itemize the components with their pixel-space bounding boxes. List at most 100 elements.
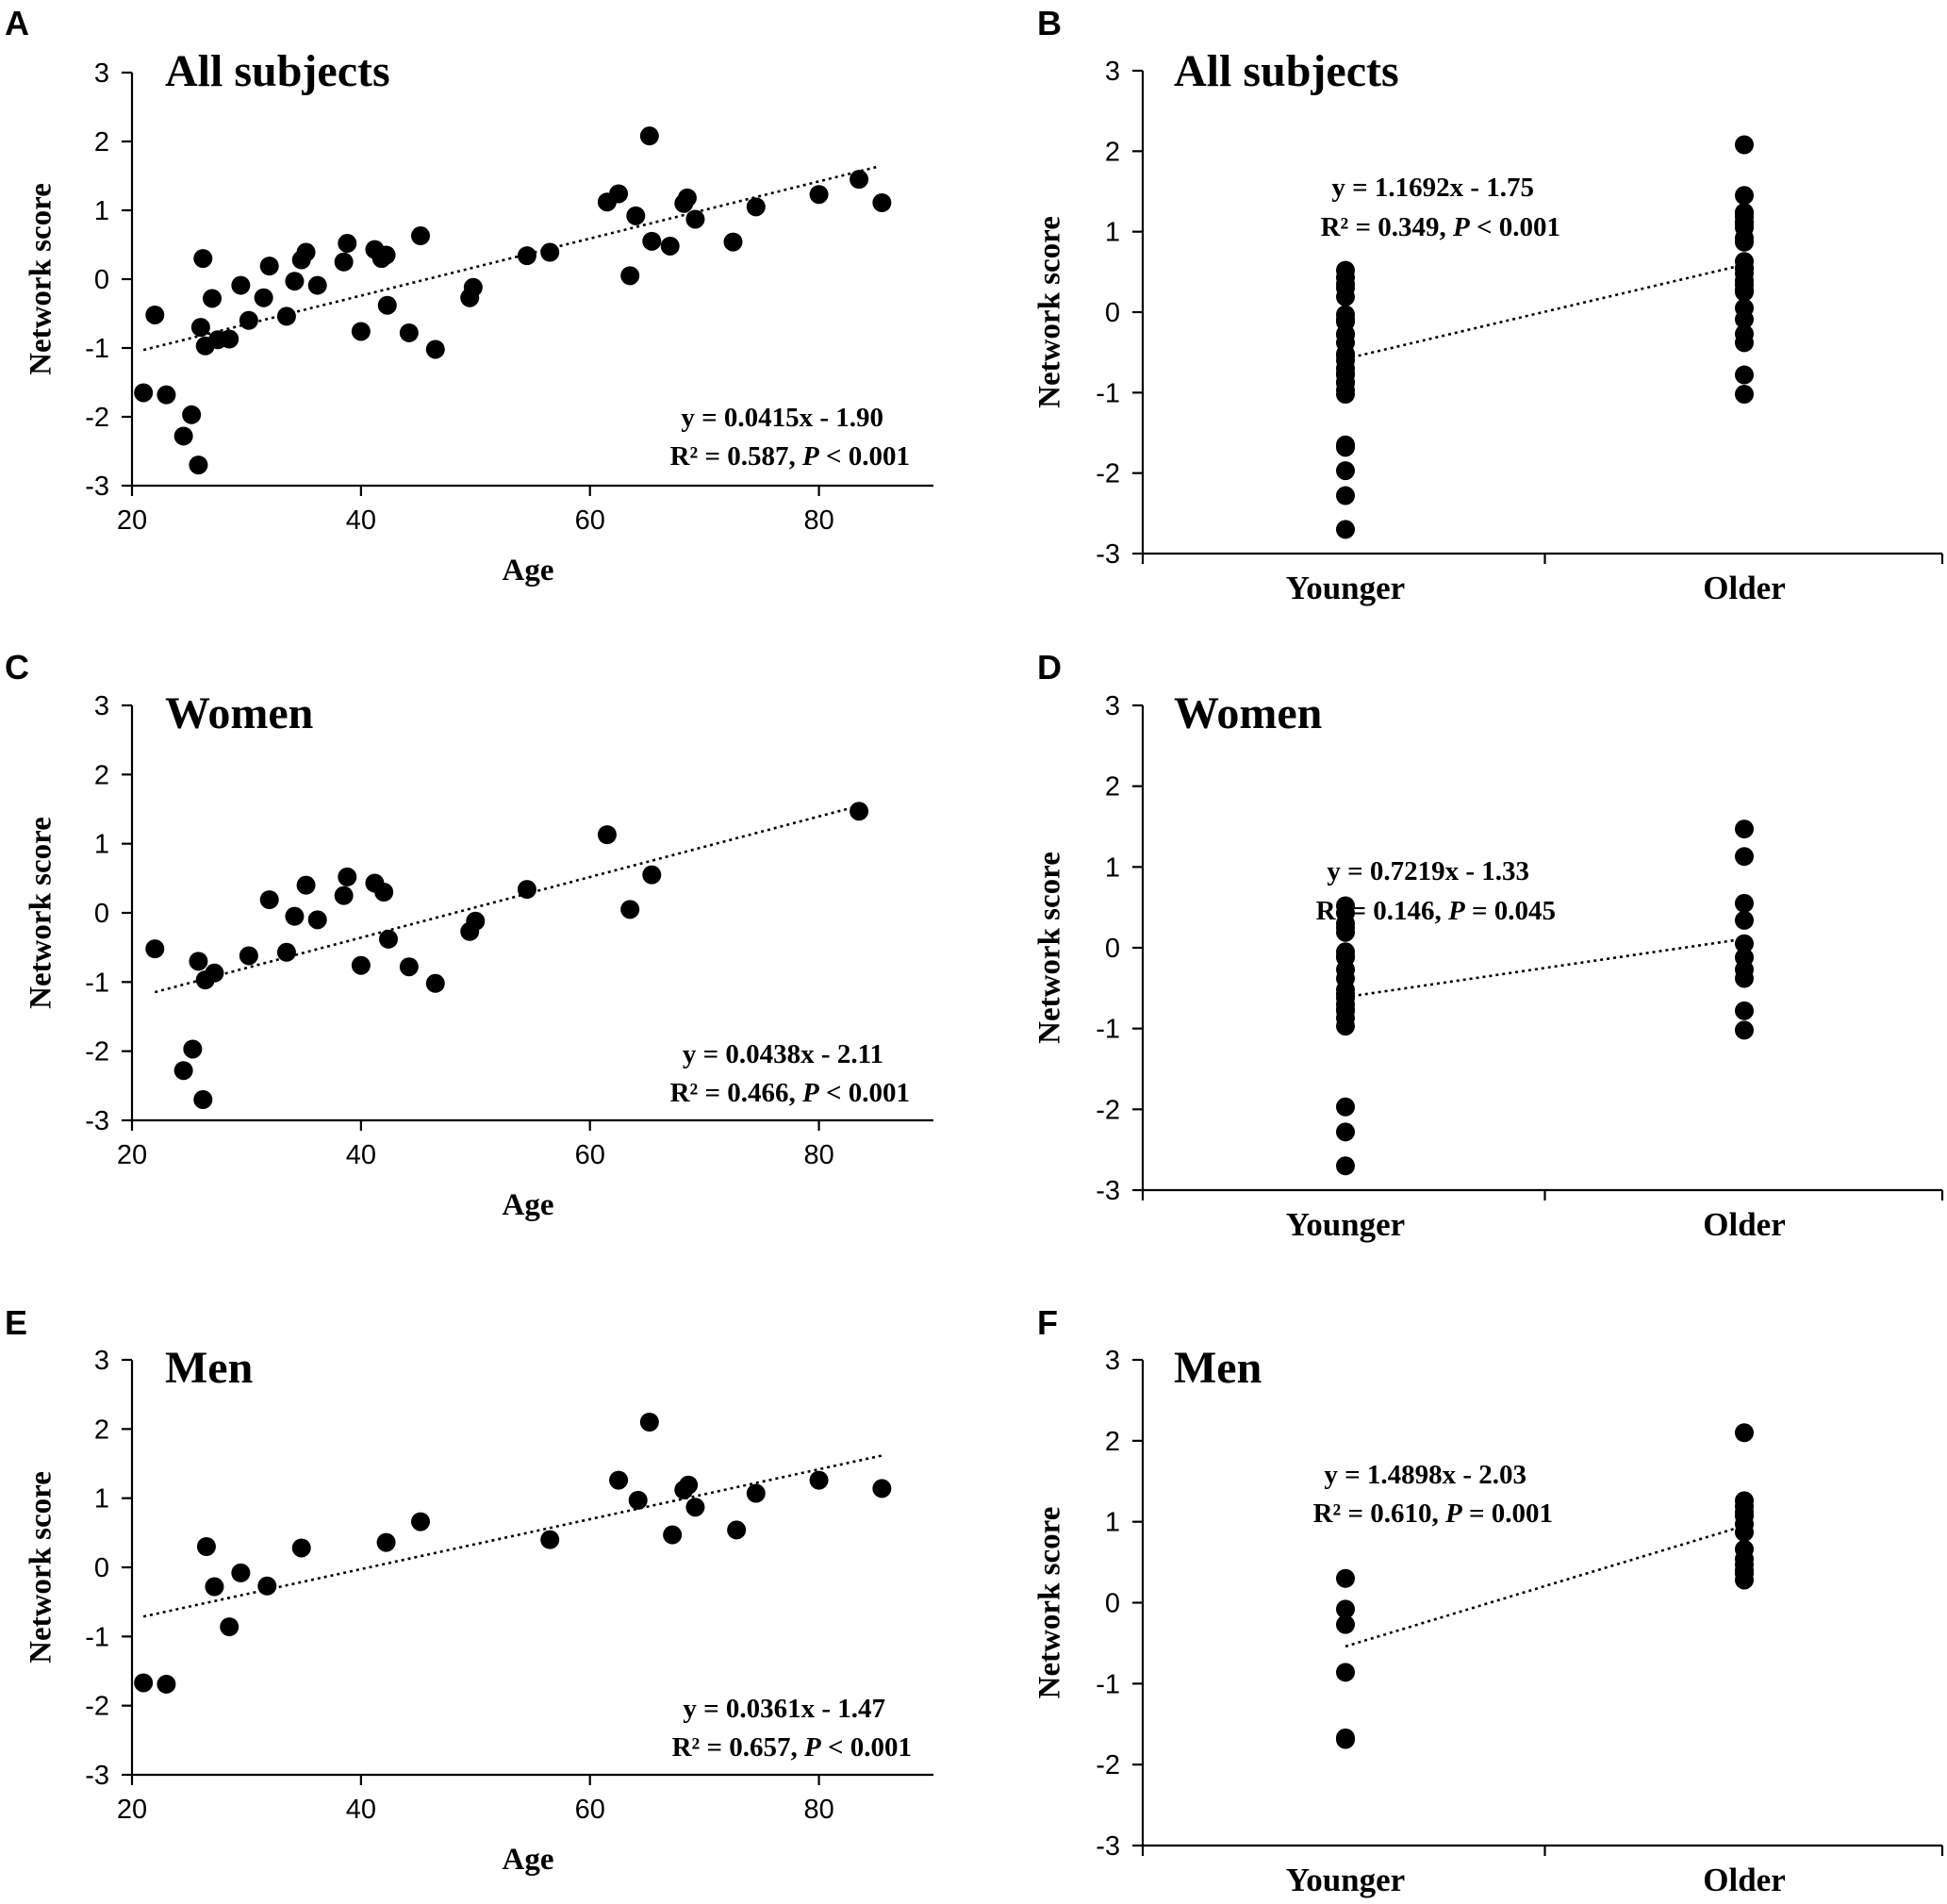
data-point <box>679 1475 699 1495</box>
data-point-older <box>1735 232 1754 252</box>
r-squared-text: R² = 0.587, <box>670 441 802 472</box>
trend-line <box>1345 937 1745 999</box>
data-point-younger <box>1336 438 1355 457</box>
data-point <box>620 900 640 919</box>
data-point <box>220 1617 239 1637</box>
data-point <box>517 246 536 266</box>
panel-title: Men <box>165 1343 253 1393</box>
x-tick-label: 60 <box>575 505 605 536</box>
y-tick-label: -2 <box>1096 459 1120 489</box>
data-point-younger <box>1336 461 1355 481</box>
data-point <box>173 426 193 446</box>
data-point <box>872 1479 892 1498</box>
regression-equation: y = 0.7219x - 1.33 <box>1327 856 1529 886</box>
regression-stats: R² = 0.657, P < 0.001 <box>672 1732 912 1763</box>
data-point <box>196 1537 216 1556</box>
trend-line <box>142 165 877 352</box>
data-point <box>351 955 371 975</box>
data-point <box>257 1576 277 1596</box>
data-point-older <box>1735 820 1754 839</box>
y-tick-label: -2 <box>1096 1750 1120 1780</box>
data-point-older <box>1735 969 1754 988</box>
data-point-younger <box>1336 486 1355 505</box>
data-point <box>182 405 202 424</box>
regression-equation: y = 1.1692x - 1.75 <box>1331 173 1534 203</box>
y-axis-title: Network score <box>25 817 58 1009</box>
panel-letter: B <box>1037 4 1062 42</box>
y-tick-label: 3 <box>1105 1346 1120 1376</box>
data-point <box>620 266 640 286</box>
x-tick-label: 20 <box>117 1795 147 1825</box>
data-point <box>231 1563 251 1582</box>
trend-line <box>142 1454 883 1618</box>
x-tick-label: 40 <box>346 1795 376 1825</box>
panel-letter: C <box>5 648 29 687</box>
trend-line <box>1345 1524 1745 1648</box>
data-point <box>205 1577 224 1597</box>
data-point <box>399 323 419 342</box>
y-tick-label: 2 <box>1105 137 1120 167</box>
data-point <box>334 886 354 905</box>
data-point <box>220 329 239 349</box>
panel-e: E Men -3 -2 -1 0 1 2 3 20 40 60 80 Age Network score y … <box>5 1303 933 1877</box>
panel-b: B All subjects -3 -2 -1 0 1 2 3 Younger Older Netwo… <box>1033 4 1944 606</box>
data-point-younger <box>1336 1730 1355 1749</box>
x-axis-title: Age <box>503 1843 554 1877</box>
y-axis-title: Network score <box>25 183 58 375</box>
x-axis-title: Age <box>503 554 554 588</box>
y-tick-label: 2 <box>94 127 109 157</box>
r-squared-text: R² = 0.146, <box>1316 896 1448 926</box>
y-axis-title: Network score <box>1033 852 1067 1044</box>
panel-letter: A <box>5 4 29 42</box>
data-point <box>639 1413 659 1432</box>
y-tick-label: 0 <box>94 899 109 929</box>
data-point <box>285 272 305 291</box>
data-point <box>334 252 354 272</box>
data-point-older <box>1735 910 1754 930</box>
x-category-label: Older <box>1703 1862 1785 1898</box>
data-point <box>205 963 224 983</box>
panel-d: D Women -3 -2 -1 0 1 2 3 Younger Older Network scor… <box>1033 648 1944 1243</box>
data-point <box>850 802 869 821</box>
y-axis-title: Network score <box>1033 1507 1067 1699</box>
data-point-older <box>1735 385 1754 405</box>
panel-title: Women <box>165 688 313 738</box>
x-tick-label: 80 <box>803 1140 833 1170</box>
regression-equation: y = 1.4898x - 2.03 <box>1324 1460 1526 1490</box>
data-point-older <box>1735 135 1754 155</box>
data-point <box>296 242 316 262</box>
y-axis-title: Network score <box>1033 216 1067 408</box>
x-tick-label: 60 <box>575 1140 605 1170</box>
data-point-younger <box>1336 520 1355 539</box>
p-symbol: P <box>1447 896 1465 926</box>
y-tick-label: -3 <box>85 472 109 502</box>
p-symbol: P <box>801 441 819 472</box>
data-point-older <box>1735 934 1754 953</box>
x-tick-label: 20 <box>117 1140 147 1170</box>
data-point <box>307 910 327 930</box>
data-point-older <box>1735 365 1754 385</box>
data-point <box>183 1039 203 1059</box>
trend-line <box>1345 263 1745 360</box>
data-point <box>377 295 397 315</box>
x-category-label: Younger <box>1286 1862 1405 1898</box>
data-point <box>642 865 662 885</box>
y-tick-label: 2 <box>94 760 109 790</box>
y-tick-label: 3 <box>1105 691 1120 721</box>
data-point <box>466 911 486 931</box>
data-point <box>157 1674 176 1694</box>
panel-letter: D <box>1037 648 1062 687</box>
data-point <box>193 1090 213 1109</box>
data-point-younger <box>1336 1156 1355 1176</box>
data-point <box>193 249 213 269</box>
data-point <box>723 232 743 252</box>
regression-equation: y = 0.0415x - 1.90 <box>681 403 883 433</box>
data-point <box>809 185 829 205</box>
y-tick-label: 1 <box>94 830 109 860</box>
data-point <box>628 1490 648 1510</box>
data-point <box>626 206 646 225</box>
y-tick-label: 2 <box>1105 1427 1120 1457</box>
data-point <box>259 890 279 910</box>
data-point <box>259 257 279 276</box>
